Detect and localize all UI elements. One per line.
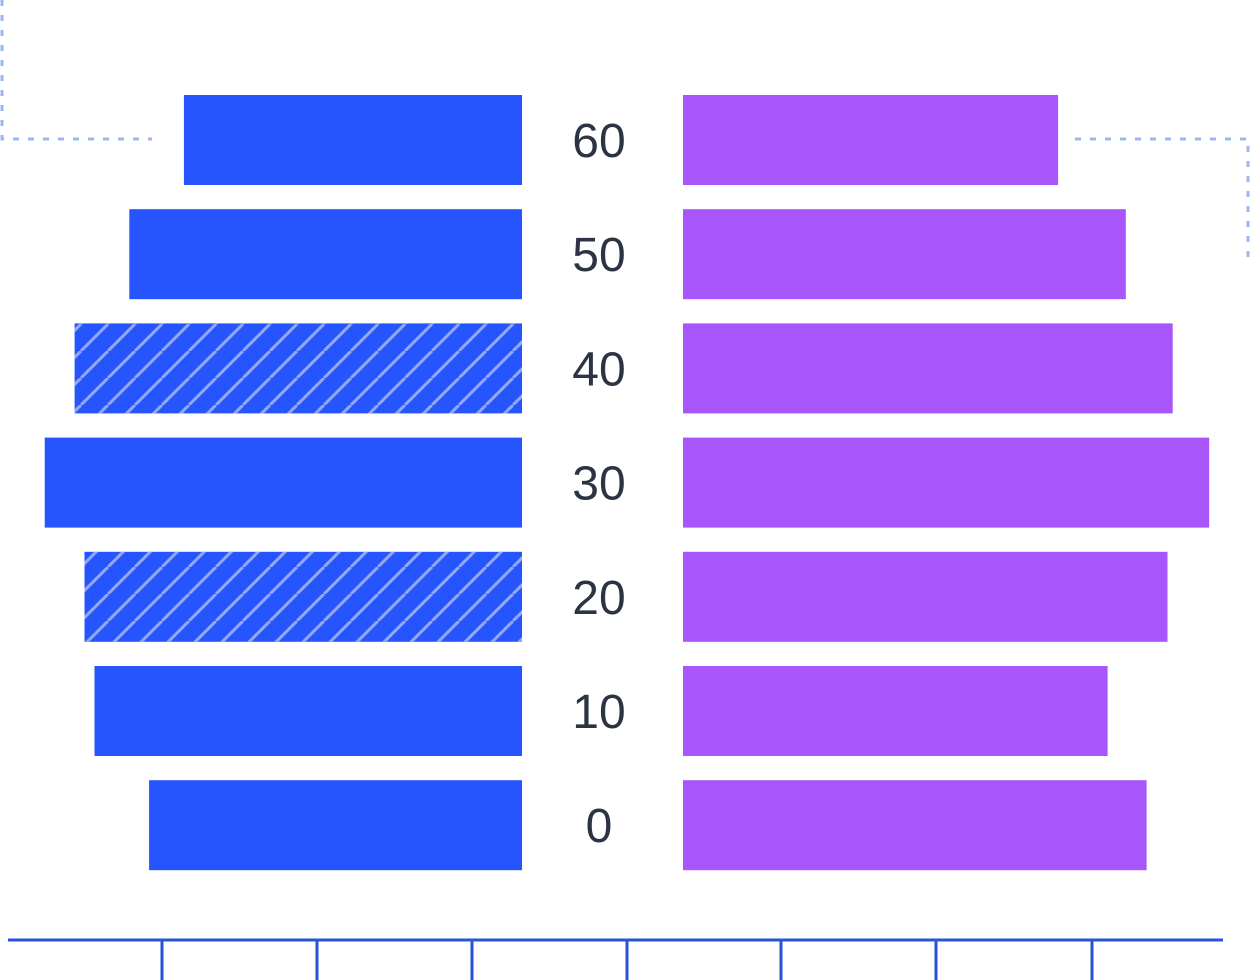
right-bar-group (683, 95, 1210, 871)
age-label-10: 10 (572, 686, 625, 739)
age-label-30: 30 (572, 458, 625, 511)
age-label-20: 20 (572, 572, 625, 625)
right-bar-50 (683, 209, 1126, 300)
age-label-group: 60 50 40 30 20 10 0 (572, 115, 625, 853)
left-bar-hatch-40 (74, 323, 522, 414)
x-axis-tick-group (160, 940, 1094, 980)
right-bar-40 (683, 323, 1173, 414)
age-label-0: 0 (586, 800, 613, 853)
left-bar-50 (129, 209, 523, 300)
left-bar-30 (44, 437, 522, 528)
right-bar-60 (683, 95, 1059, 185)
right-bar-10 (683, 666, 1108, 756)
left-bar-60 (183, 95, 522, 185)
right-bar-30 (683, 437, 1210, 528)
left-bar-hatch-20 (84, 551, 522, 642)
guide-line-left (0, 0, 152, 141)
right-bar-0 (683, 780, 1147, 871)
age-label-60: 60 (572, 115, 625, 168)
left-bar-10 (94, 666, 522, 756)
age-label-40: 40 (572, 343, 625, 396)
age-label-50: 50 (572, 229, 625, 282)
left-bar-0 (149, 780, 522, 871)
right-bar-20 (683, 551, 1168, 642)
left-bar-group (44, 95, 523, 871)
